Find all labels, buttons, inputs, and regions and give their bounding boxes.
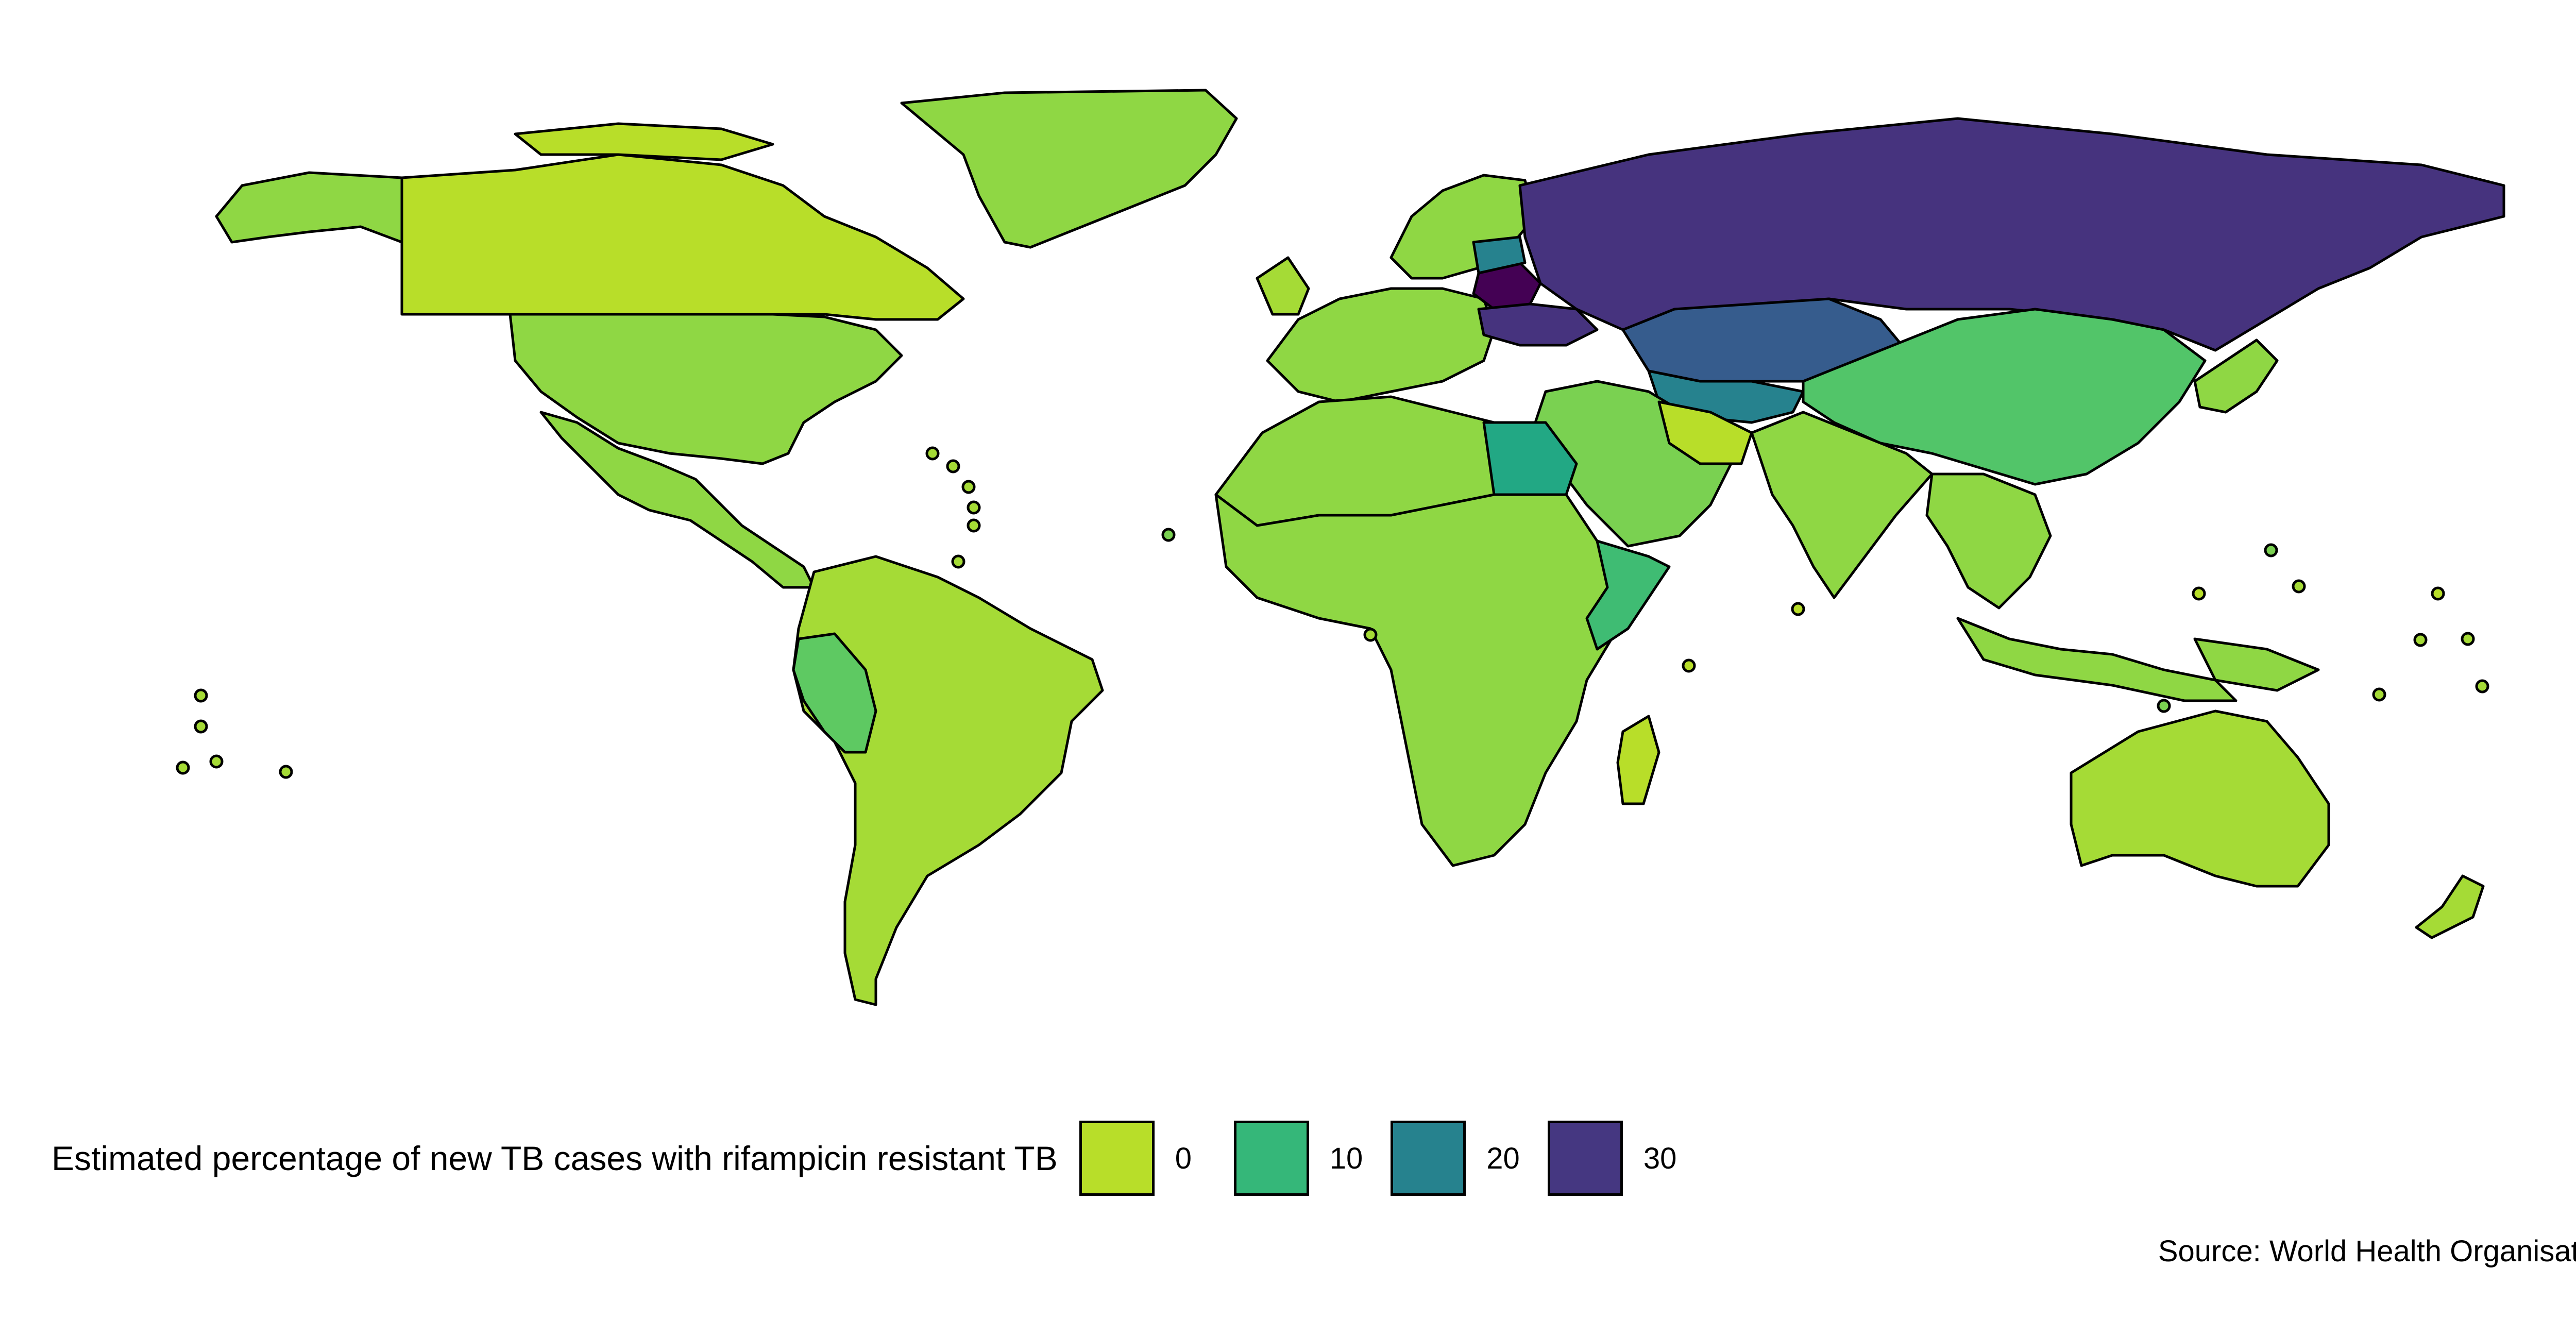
region-japan-korea bbox=[2193, 339, 2279, 414]
legend-item-30: 30 bbox=[1547, 1121, 1677, 1196]
island-marker bbox=[967, 518, 981, 533]
region-ukraine bbox=[1477, 302, 1599, 347]
island-marker bbox=[2264, 543, 2278, 557]
region-alaska bbox=[215, 171, 403, 244]
legend-swatch bbox=[1547, 1121, 1623, 1196]
region-papua bbox=[2193, 637, 2320, 692]
island-marker bbox=[967, 500, 981, 515]
region-iran bbox=[1657, 400, 1753, 465]
legend-label: 0 bbox=[1175, 1141, 1192, 1175]
legend-label: 20 bbox=[1486, 1141, 1520, 1175]
legend-label: 30 bbox=[1643, 1141, 1677, 1175]
region-uk bbox=[1256, 256, 1310, 316]
island-marker bbox=[279, 765, 293, 779]
island-marker bbox=[1682, 658, 1696, 673]
island-marker bbox=[2292, 579, 2306, 594]
region-australia bbox=[2070, 709, 2330, 888]
region-indonesia bbox=[1956, 617, 2238, 702]
region-new-zealand bbox=[2415, 874, 2485, 939]
island-marker bbox=[946, 459, 960, 474]
region-africa bbox=[1214, 493, 1660, 867]
region-southeast-asia bbox=[1925, 472, 2052, 610]
region-canadian-islands bbox=[514, 122, 774, 161]
region-madagascar bbox=[1616, 715, 1660, 805]
choropleth-map bbox=[176, 89, 2505, 1006]
island-marker bbox=[2475, 679, 2489, 694]
legend-title: Estimated percentage of new TB cases wit… bbox=[52, 1139, 1058, 1177]
region-south-america bbox=[792, 555, 1104, 1006]
region-canada bbox=[400, 153, 965, 321]
island-marker bbox=[961, 480, 976, 494]
island-marker bbox=[925, 446, 940, 461]
region-usa bbox=[509, 313, 903, 465]
region-baltics bbox=[1472, 235, 1527, 275]
island-marker bbox=[2431, 586, 2445, 601]
legend-label: 10 bbox=[1329, 1141, 1363, 1175]
island-marker bbox=[2413, 633, 2428, 647]
island-marker bbox=[194, 688, 208, 703]
legend-swatch bbox=[1079, 1121, 1155, 1196]
region-egypt bbox=[1482, 421, 1578, 496]
island-marker bbox=[1363, 628, 1378, 642]
island-marker bbox=[1161, 528, 1176, 542]
island-marker bbox=[2192, 586, 2206, 601]
source-caption: Source: World Health Organisation bbox=[2158, 1235, 2576, 1268]
region-south-asia bbox=[1750, 411, 1934, 599]
legend-item-10: 10 bbox=[1233, 1121, 1363, 1196]
island-marker bbox=[2461, 632, 2475, 646]
legend-swatch bbox=[1233, 1121, 1309, 1196]
island-marker bbox=[194, 719, 208, 734]
map-legend: Estimated percentage of new TB cases wit… bbox=[52, 1117, 1704, 1199]
region-peru bbox=[792, 632, 877, 754]
island-marker bbox=[2157, 699, 2171, 713]
region-greenland bbox=[900, 89, 1238, 249]
island-marker bbox=[951, 554, 965, 569]
island-marker bbox=[2372, 687, 2386, 702]
legend-swatch bbox=[1391, 1121, 1466, 1196]
island-marker bbox=[176, 760, 190, 775]
legend-item-20: 20 bbox=[1391, 1121, 1520, 1196]
island-marker bbox=[1791, 602, 1805, 616]
region-somalia bbox=[1585, 539, 1671, 651]
legend-item-0: 0 bbox=[1079, 1121, 1206, 1196]
island-marker bbox=[209, 754, 224, 769]
